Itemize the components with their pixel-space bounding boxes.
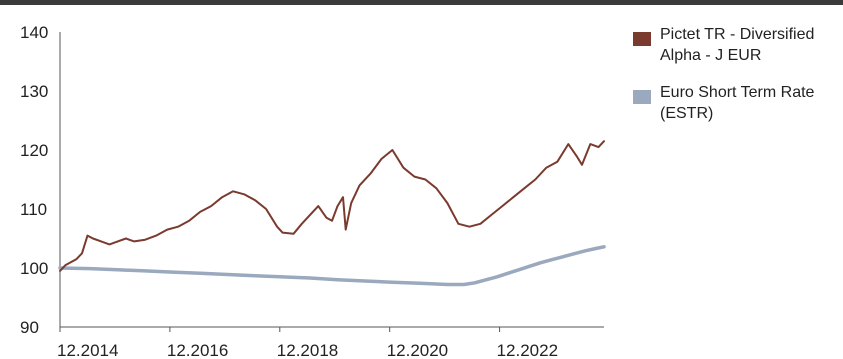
series-layer: [58, 140, 606, 287]
legend-swatch-pictet: [633, 32, 651, 46]
x-tick-label: 12.2018: [277, 341, 338, 359]
y-tick-label: 130: [20, 82, 48, 101]
x-tick-label: 12.2020: [387, 341, 448, 359]
y-tick-label: 90: [20, 318, 39, 337]
y-tick-label: 100: [20, 259, 48, 278]
y-tick-label: 120: [20, 141, 48, 160]
legend: Pictet TR - Diversified Alpha - J EUR Eu…: [633, 24, 838, 140]
series-line-estr: [58, 245, 606, 287]
x-tick-label: 12.2014: [57, 341, 118, 359]
y-axis-ticks: 90 100 110 120 130 140: [20, 23, 48, 337]
chart-axes: [59, 32, 604, 328]
top-rule: [0, 0, 843, 5]
x-axis-ticks: 12.2014 12.2016 12.2018 12.2020 12.2022: [57, 327, 558, 359]
x-tick-label: 12.2022: [497, 341, 558, 359]
series-line-pictet: [59, 140, 605, 272]
legend-item-estr: Euro Short Term Rate (ESTR): [633, 82, 838, 124]
y-tick-label: 110: [20, 200, 47, 219]
y-tick-label: 140: [20, 23, 48, 42]
legend-item-pictet: Pictet TR - Diversified Alpha - J EUR: [633, 24, 838, 66]
legend-swatch-estr: [633, 90, 651, 104]
legend-label-pictet: Pictet TR - Diversified Alpha - J EUR: [660, 26, 815, 64]
x-tick-label: 12.2016: [167, 341, 228, 359]
legend-label-estr: Euro Short Term Rate (ESTR): [660, 84, 815, 122]
